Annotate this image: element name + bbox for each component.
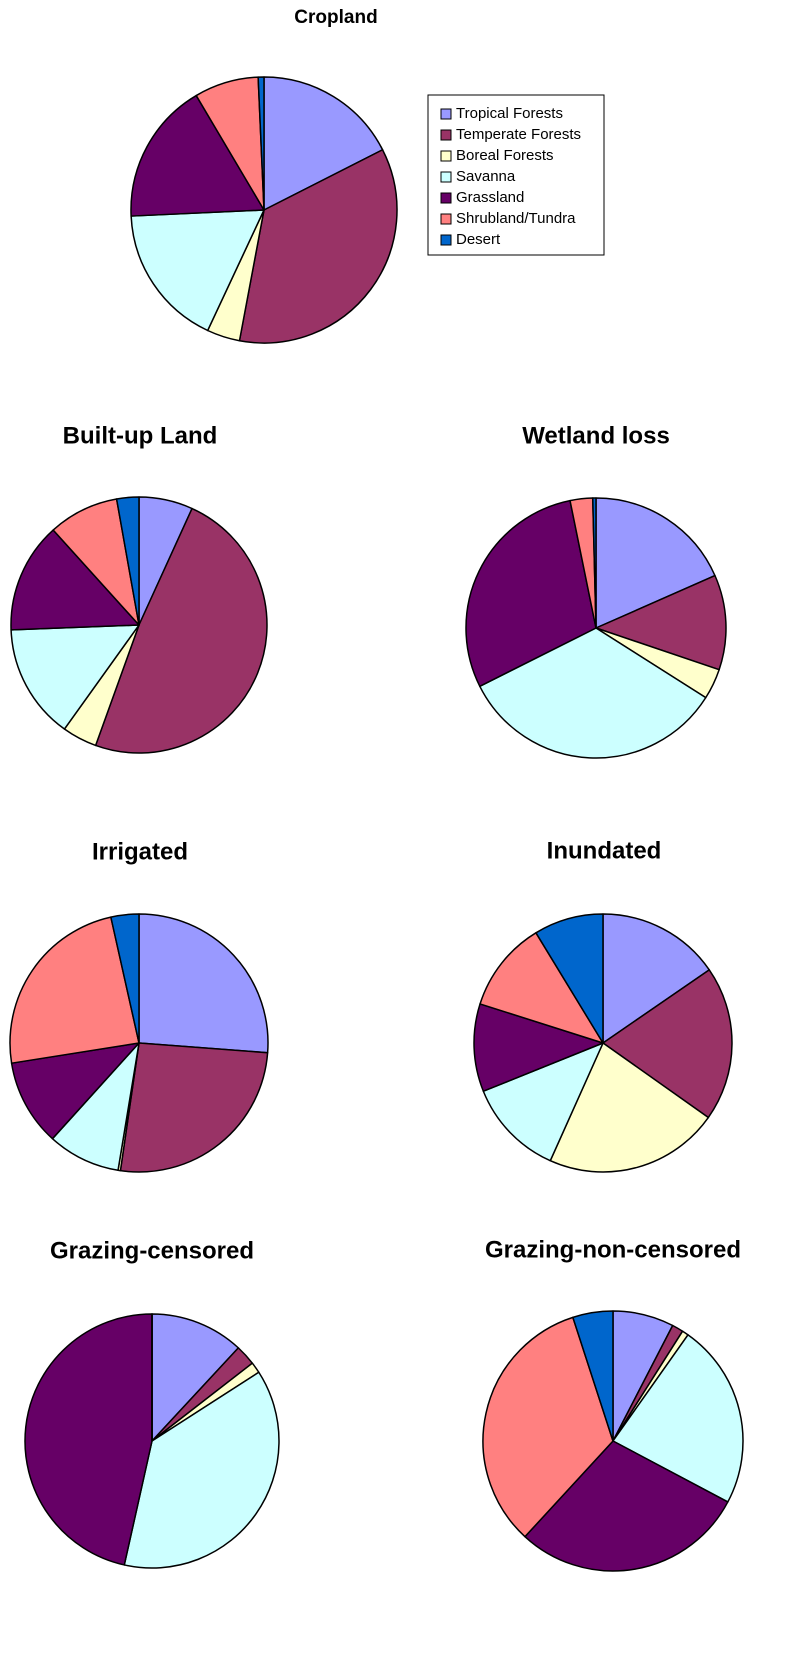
pie bbox=[24, 1313, 280, 1569]
legend-swatch bbox=[440, 171, 452, 183]
pie bbox=[482, 1310, 744, 1572]
chart-title: Grazing-censored bbox=[50, 1237, 254, 1264]
pie-slice bbox=[94, 507, 268, 754]
legend-label: Shrubland/Tundra bbox=[456, 210, 576, 227]
pie-slice bbox=[138, 913, 269, 1054]
legend-swatch bbox=[440, 129, 452, 141]
pie-slice bbox=[24, 1313, 153, 1566]
pie-slice bbox=[602, 969, 733, 1119]
pie-slice bbox=[238, 149, 398, 344]
chart-title: Irrigated bbox=[92, 838, 188, 865]
pie-slice bbox=[591, 497, 597, 629]
legend-swatch bbox=[440, 150, 452, 162]
pie-slice bbox=[151, 1313, 240, 1442]
pie-slice bbox=[115, 496, 140, 626]
legend: Tropical Forests Temperate Forests Boreal … bbox=[427, 94, 605, 256]
pie-slice bbox=[479, 627, 707, 759]
pie-slice bbox=[263, 76, 384, 211]
chart-title: Built-up Land bbox=[63, 422, 218, 449]
pie-slice bbox=[130, 94, 265, 217]
pie-slice bbox=[524, 1440, 729, 1572]
pie-slice bbox=[595, 574, 727, 671]
pie-slice bbox=[123, 1371, 280, 1569]
legend-swatch bbox=[440, 108, 452, 120]
pie-slice bbox=[130, 209, 265, 332]
pie-slice bbox=[612, 1334, 744, 1503]
pie-slice bbox=[482, 1316, 614, 1538]
pie-slice bbox=[110, 913, 140, 1044]
pie bbox=[465, 497, 727, 759]
chart-title: Wetland loss bbox=[522, 422, 670, 449]
pie-slice bbox=[549, 1042, 710, 1173]
pie bbox=[130, 76, 398, 344]
pie-slice bbox=[595, 497, 716, 629]
legend-box bbox=[427, 94, 605, 256]
pie-slice bbox=[10, 529, 140, 631]
legend-swatch bbox=[440, 234, 452, 246]
pie-slice bbox=[482, 1042, 604, 1162]
chart-title: Inundated bbox=[547, 837, 662, 864]
pie bbox=[473, 913, 733, 1173]
chart-title: Cropland bbox=[294, 7, 377, 28]
legend-label: Temperate Forests bbox=[456, 126, 581, 143]
legend-label: Desert bbox=[456, 231, 501, 248]
pie-slice bbox=[10, 624, 140, 730]
pie-slice bbox=[535, 913, 604, 1044]
chart-title: Grazing-non-censored bbox=[485, 1236, 741, 1263]
pie bbox=[10, 496, 268, 754]
pie-slice bbox=[119, 1042, 269, 1173]
pie-slice bbox=[257, 76, 265, 211]
pie-slice bbox=[572, 1310, 614, 1442]
legend-label: Boreal Forests bbox=[456, 147, 554, 164]
legend-swatch bbox=[440, 213, 452, 225]
legend-swatch bbox=[440, 192, 452, 204]
pie-slice bbox=[473, 1003, 604, 1092]
legend-label: Savanna bbox=[456, 168, 516, 185]
pie-slice bbox=[9, 916, 140, 1064]
pie-slice bbox=[479, 932, 604, 1044]
pie bbox=[9, 913, 269, 1173]
pie-slice bbox=[10, 1042, 140, 1140]
legend-label: Grassland bbox=[456, 189, 524, 206]
pie-slice bbox=[465, 499, 597, 688]
pie-slice bbox=[602, 913, 710, 1044]
legend-label: Tropical Forests bbox=[456, 105, 563, 122]
